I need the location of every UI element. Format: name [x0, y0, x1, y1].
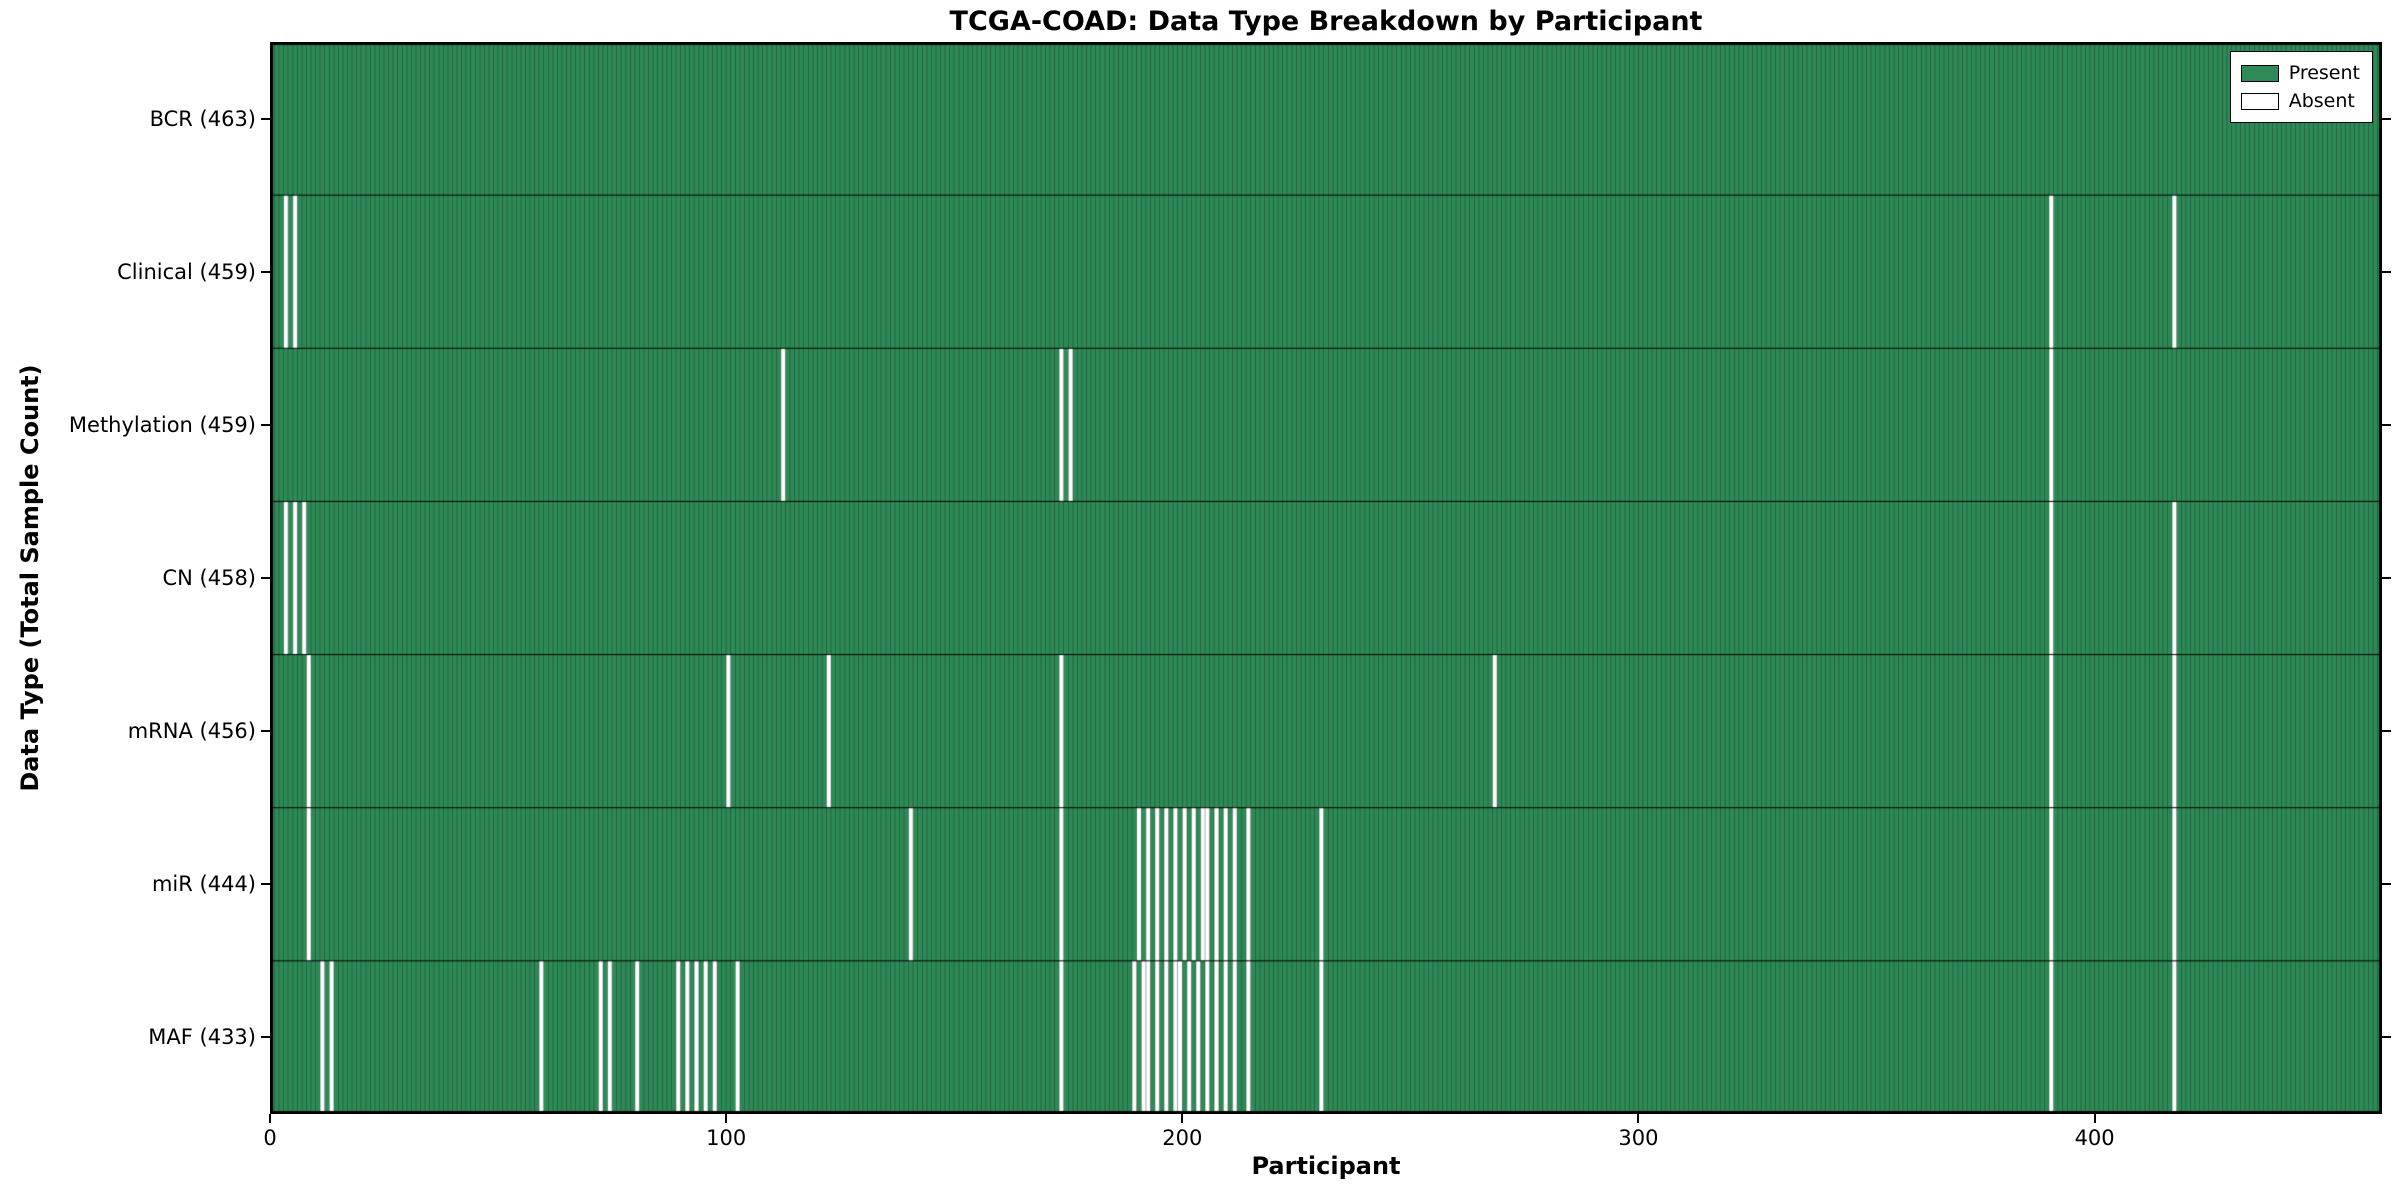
- x-tick-mark: [725, 1114, 728, 1123]
- y-tick-mark: [2382, 423, 2391, 426]
- y-tick-mark: [261, 270, 270, 273]
- legend-present-label: Present: [2288, 62, 2360, 84]
- presence-matrix-canvas: [270, 42, 2382, 1114]
- y-tick-mark: [261, 730, 270, 733]
- y-row-label: Clinical (459): [117, 259, 256, 284]
- x-tick-label: 400: [2074, 1126, 2115, 1150]
- y-tick-mark: [2382, 730, 2391, 733]
- x-tick-mark: [1181, 1114, 1184, 1123]
- y-tick-mark: [261, 883, 270, 886]
- y-row-label: miR (444): [151, 872, 256, 897]
- chart-title: TCGA-COAD: Data Type Breakdown by Partic…: [949, 6, 1703, 37]
- y-row-label: MAF (433): [148, 1025, 256, 1050]
- x-tick-mark: [269, 1114, 271, 1123]
- y-tick-mark: [261, 423, 270, 426]
- y-tick-mark: [2382, 883, 2391, 886]
- x-tick-label: 200: [1162, 1126, 1203, 1150]
- y-tick-mark: [2382, 1036, 2391, 1039]
- y-tick-mark: [2382, 117, 2391, 120]
- x-tick-label: 100: [706, 1126, 747, 1150]
- y-tick-mark: [261, 117, 270, 120]
- present-swatch-icon: [2240, 64, 2279, 82]
- y-row-label: Methylation (459): [68, 412, 256, 437]
- y-tick-mark: [2382, 577, 2391, 579]
- legend: Present Absent: [2229, 51, 2373, 123]
- y-tick-mark: [2382, 270, 2391, 273]
- legend-item-absent: Absent: [2240, 87, 2360, 115]
- x-tick-mark: [1637, 1114, 1640, 1123]
- y-axis-label: Data Type (Total Sample Count): [16, 364, 44, 792]
- y-row-label: CN (458): [162, 566, 256, 590]
- legend-item-present: Present: [2240, 59, 2360, 87]
- y-tick-mark: [261, 577, 270, 579]
- x-tick-label: 300: [1618, 1126, 1659, 1150]
- plot-area: Present Absent: [270, 42, 2382, 1114]
- x-tick-mark: [2093, 1114, 2096, 1123]
- x-tick-label: 0: [263, 1126, 277, 1150]
- y-tick-mark: [261, 1036, 270, 1039]
- y-row-label: mRNA (456): [127, 719, 256, 744]
- legend-absent-label: Absent: [2288, 90, 2355, 112]
- x-axis-label: Participant: [1251, 1152, 1401, 1180]
- y-row-label: BCR (463): [149, 106, 256, 131]
- absent-swatch-icon: [2240, 92, 2279, 110]
